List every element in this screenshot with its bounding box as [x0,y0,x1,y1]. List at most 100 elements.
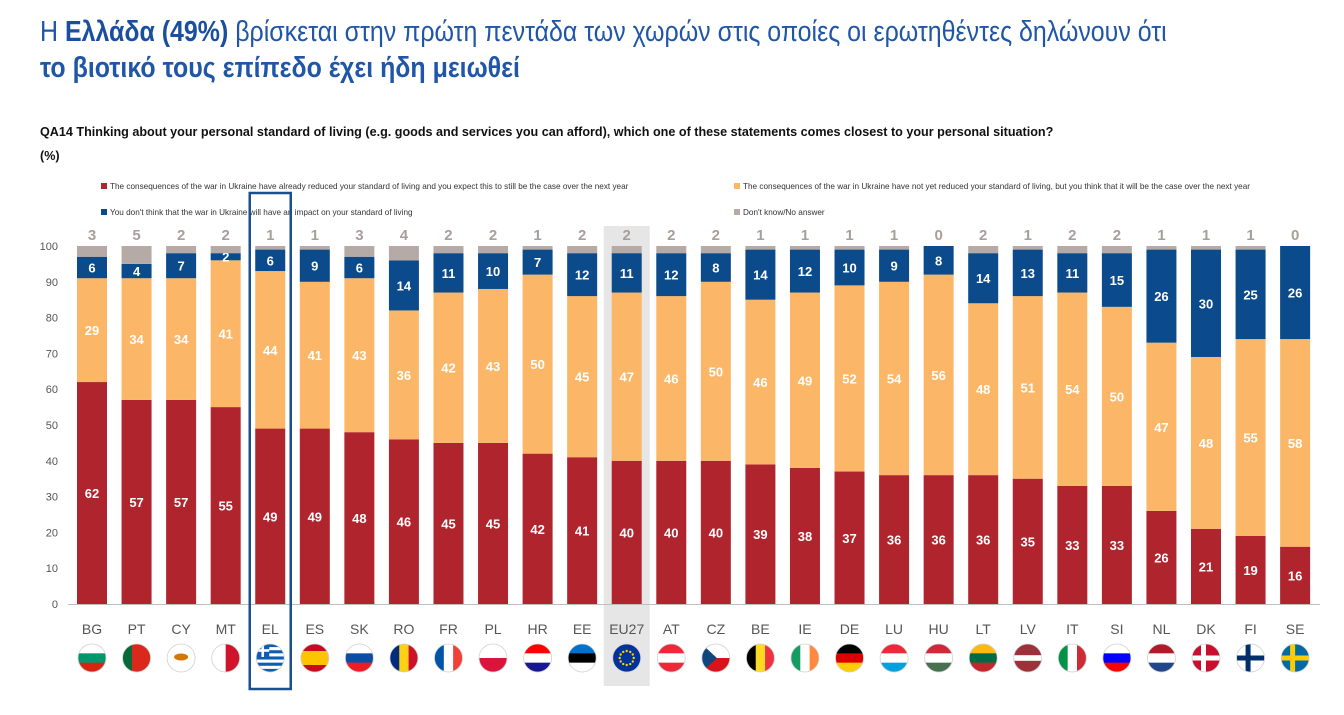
data-label: 41 [308,348,322,363]
country-label: EU27 [609,621,644,637]
bar-segment [1101,485,1132,604]
flag-mark [701,644,717,672]
bar-segment [879,249,910,282]
flag-fi-icon [1236,644,1265,672]
flag-border [746,643,775,673]
data-label: 41 [575,524,589,539]
dont-know-label: 2 [222,227,230,244]
bar-segment [210,260,241,408]
bar-segment [1280,546,1311,604]
bar-segment [1280,246,1311,340]
flag-stripe [1076,644,1087,672]
flag-star [625,663,628,667]
flag-stripe [1013,655,1042,662]
bar-LT: 36 48 14 2 LT [968,227,999,673]
country-label: DK [1196,621,1216,637]
data-label: 36 [931,533,945,548]
country-label: SE [1286,621,1305,637]
flag-cross [261,644,265,657]
flag-dk-icon [1192,644,1220,672]
data-label: 33 [1110,538,1124,553]
bar-segment [478,253,509,289]
bar-segment [255,428,286,604]
bar-segment [299,249,330,282]
flag-border [879,643,909,673]
flag-cross [1290,644,1296,672]
data-label: 47 [619,370,633,385]
flag-stripe [479,644,508,659]
page-title: Η Ελλάδα (49%) βρίσκεται στην πρώτη πεντ… [40,14,1167,86]
flag-stripe [924,653,953,663]
dont-know-label: 1 [311,227,319,244]
flag-stripe [835,653,864,663]
data-label: 36 [887,533,901,548]
y-tick-label: 30 [46,492,58,504]
flag-stripe [880,653,909,663]
bar-segment [433,442,464,604]
y-tick-label: 20 [46,527,58,539]
flag-el-icon [256,644,285,672]
flag-it-icon [1058,644,1087,672]
country-label: BE [751,621,770,637]
dont-know-label: 1 [533,227,541,244]
bar-segment [522,453,553,604]
bar-segment [834,246,865,250]
flag-es-icon [300,644,329,672]
dont-know-label: 1 [1024,227,1032,244]
bar-segment [166,253,197,279]
bar-segment [567,457,598,604]
bar-EE: 41 45 12 2 EE [567,227,598,673]
flag-stripe [256,659,285,663]
country-label: AT [663,621,680,637]
flag-border [211,643,241,673]
bar-ES: 49 41 9 1 ES [299,227,330,673]
flag-stripe [1013,660,1042,667]
country-label: IT [1066,621,1079,637]
bar-segment [210,246,241,254]
flag-border [924,643,954,673]
bar-segment [1057,253,1088,293]
flag-hr-icon [523,644,552,672]
flag-stripe [300,651,329,659]
flag-stripe [568,653,597,663]
flag-border [567,643,597,673]
country-label: CZ [707,621,726,637]
data-label: 54 [887,371,902,386]
unit-label: (%) [40,149,60,163]
flag-border [300,643,330,673]
bar-segment [700,253,731,282]
flag-border [1147,643,1176,673]
bar-segment [77,256,107,279]
bar-segment [656,296,687,461]
flag-stripe [1067,644,1078,672]
data-label: 30 [1199,296,1213,311]
flag-stripe [657,653,686,663]
flag-star [631,653,634,656]
bar-segment [1191,528,1221,604]
flag-stripe [78,644,106,654]
flag-border [612,643,642,673]
data-label: 6 [356,260,363,275]
dont-know-label: 1 [266,227,274,244]
flag-stripe [345,653,374,663]
country-label: ES [305,621,324,637]
bar-SI: 33 50 15 2 SI [1101,227,1132,673]
bar-BG: 62 29 6 3 BG [77,227,107,673]
data-label: 48 [1199,436,1213,451]
dont-know-label: 2 [444,227,452,244]
flag-stripe [924,644,953,654]
bar-segment [299,281,330,429]
country-label: LT [976,621,992,637]
legend-swatch [101,209,107,215]
dont-know-label: 2 [1068,227,1076,244]
flag-de-icon [835,644,864,672]
dont-know-label: 1 [801,227,809,244]
bar-segment [344,278,375,433]
data-label: 19 [1243,563,1257,578]
flag-border [122,643,151,673]
bar-HU: 36 56 8 0 HU [923,227,954,673]
bar-segment [1280,339,1311,547]
data-label: 37 [842,531,856,546]
bar-SE: 16 58 26 0 SE [1280,227,1311,673]
flag-stripe [800,644,810,672]
